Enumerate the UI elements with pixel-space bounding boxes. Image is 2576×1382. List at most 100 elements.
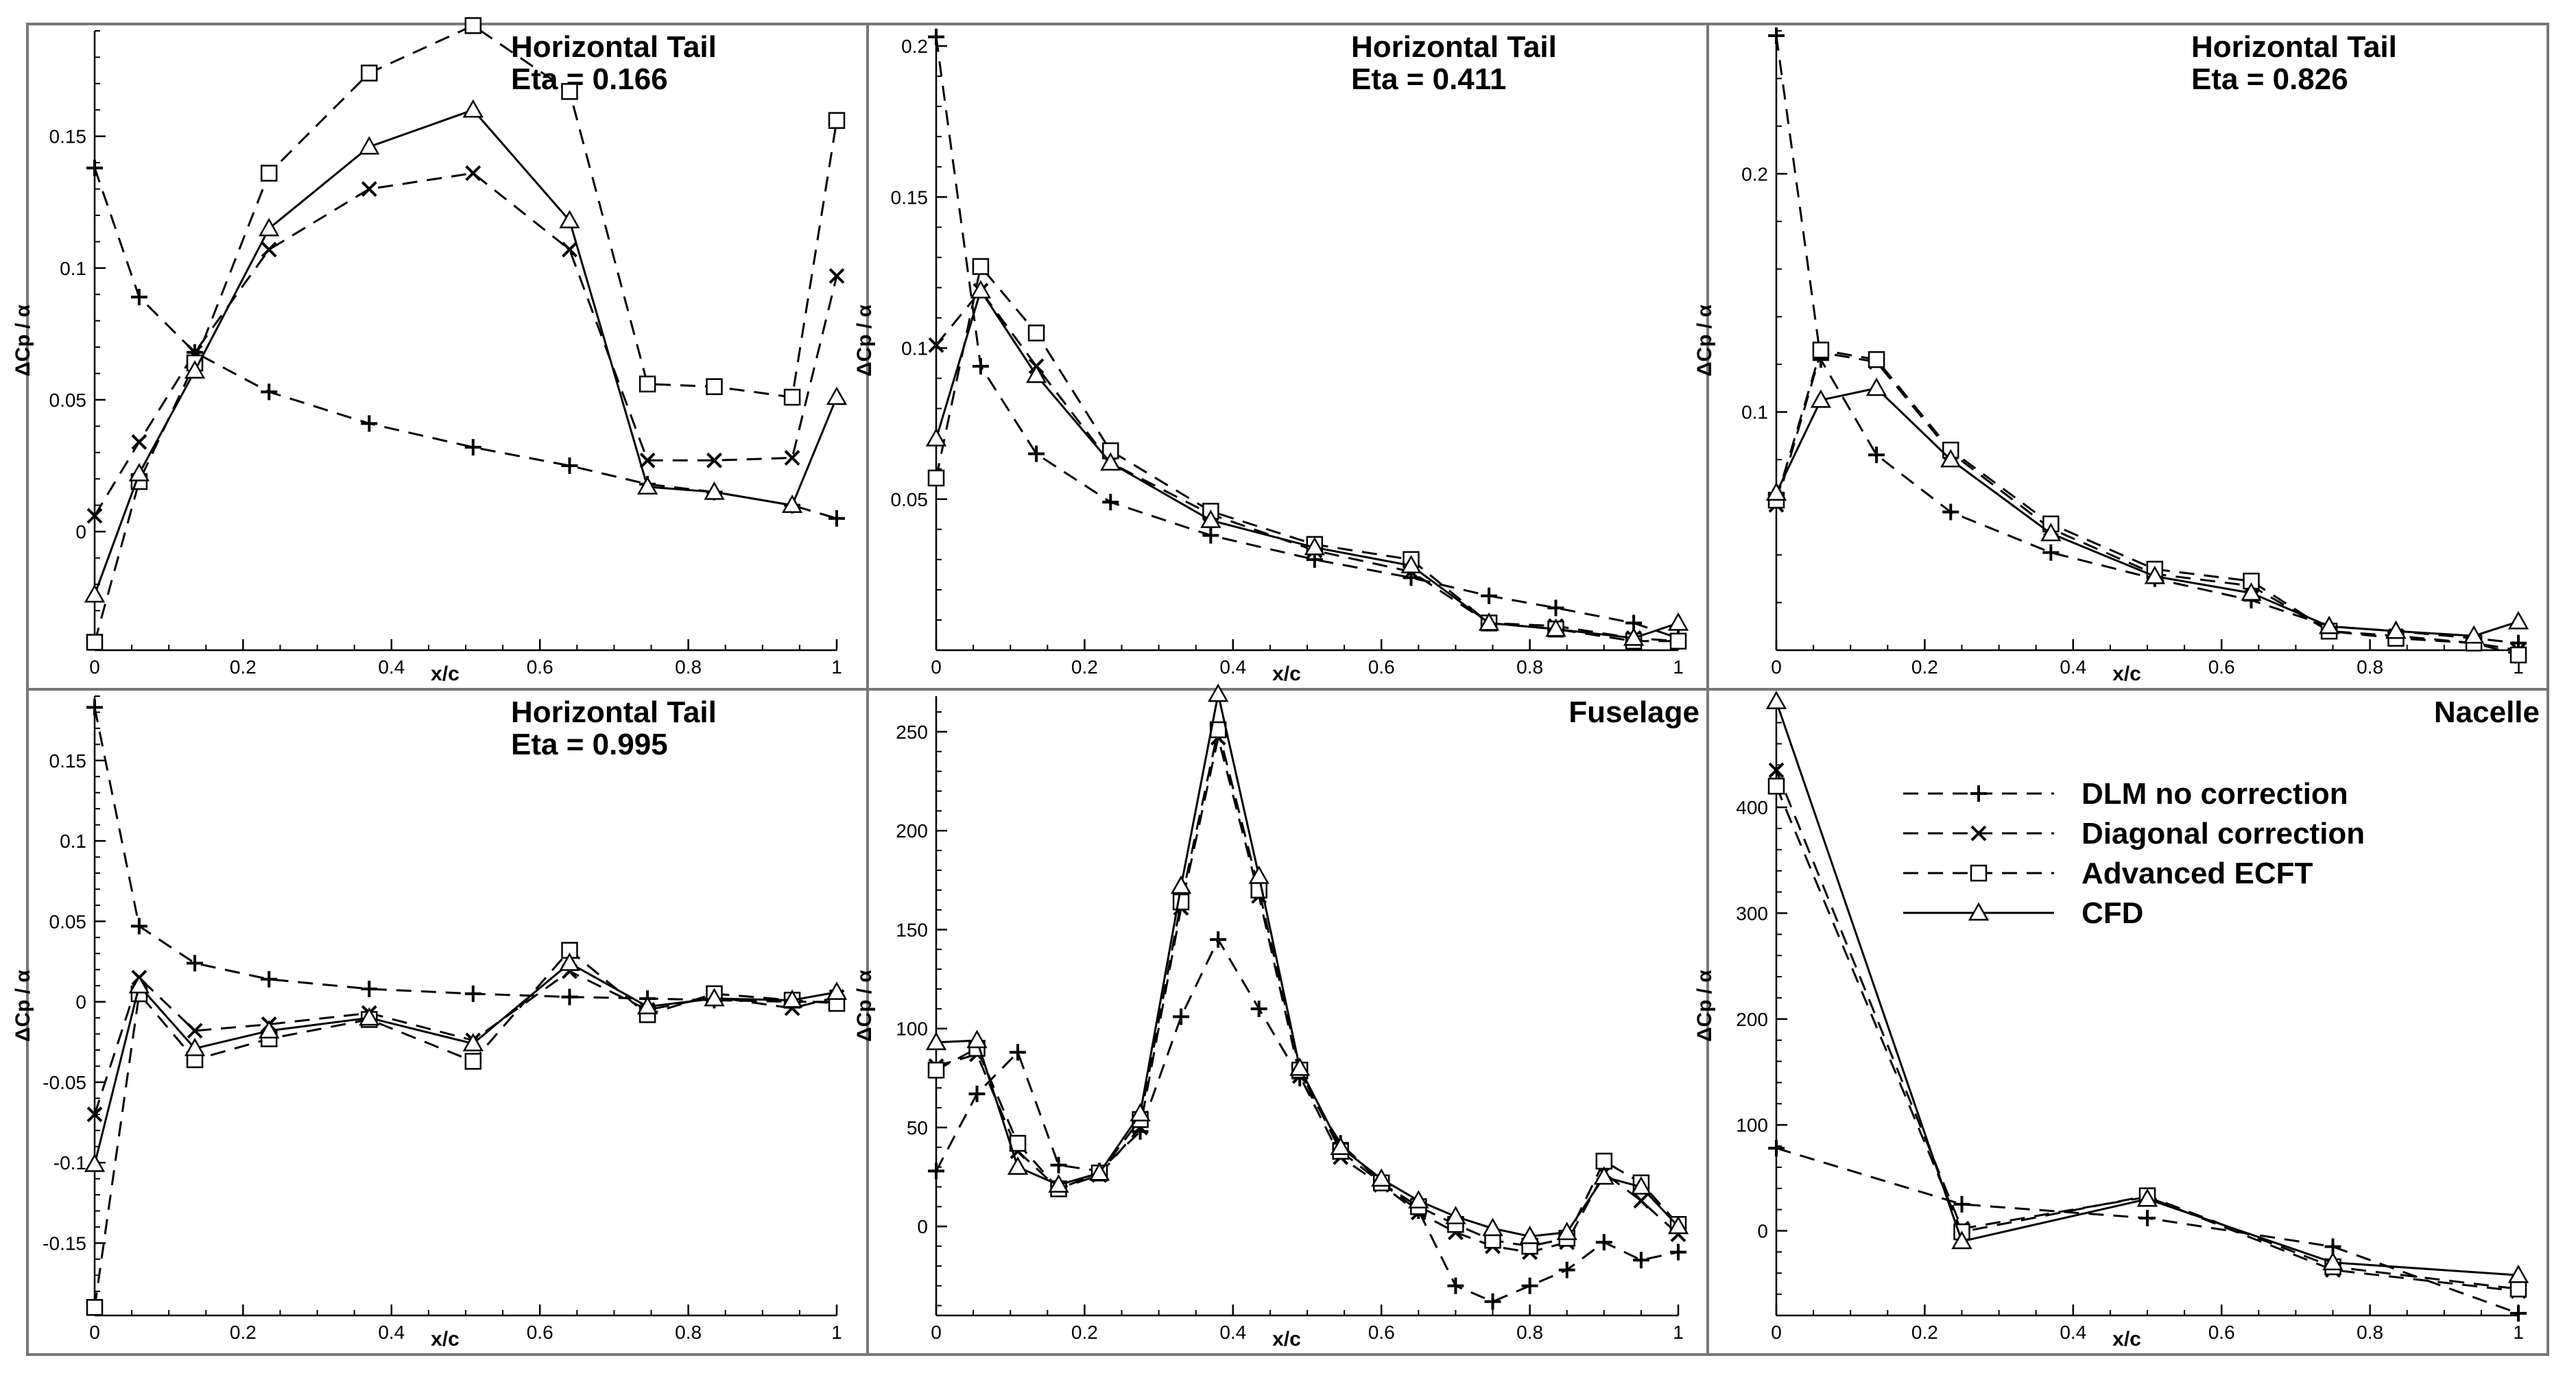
y-tick-label: 0 xyxy=(75,992,86,1013)
data-point xyxy=(261,241,277,258)
panel-title: Nacelle xyxy=(2434,695,2540,729)
series-line xyxy=(93,171,838,516)
data-point xyxy=(1767,777,1785,795)
data-point xyxy=(1447,1277,1464,1294)
y-axis-label: ΔCp / α xyxy=(1693,969,1716,1042)
x-tick-label: 0 xyxy=(931,656,942,678)
data-point xyxy=(972,357,989,374)
legend-label: Diagonal correction xyxy=(2082,817,2365,850)
panel-subtitle: Eta = 0.826 xyxy=(2191,62,2348,96)
data-point xyxy=(1768,1140,1785,1157)
data-point xyxy=(261,970,278,988)
data-point xyxy=(706,452,722,468)
x-tick-label: 0.6 xyxy=(1368,656,1395,678)
data-point xyxy=(259,1020,280,1039)
data-point xyxy=(706,378,723,395)
data-point xyxy=(361,181,377,197)
y-tick-label: 0.05 xyxy=(891,489,929,510)
data-point xyxy=(462,99,484,118)
panel-frame xyxy=(866,23,1709,691)
y-tick-label: -0.1 xyxy=(53,1152,86,1173)
x-axis-label: x/c xyxy=(1272,663,1301,685)
y-tick-label: 300 xyxy=(1736,903,1768,924)
legend-marker xyxy=(1968,902,1990,921)
x-tick-label: 1 xyxy=(1673,656,1684,678)
data-point xyxy=(639,375,656,393)
x-tick-label: 0.8 xyxy=(2357,656,2383,678)
data-point xyxy=(925,428,947,446)
data-point xyxy=(464,439,481,456)
data-point xyxy=(1765,691,1787,709)
data-point xyxy=(1210,931,1227,948)
data-point xyxy=(1521,1277,1538,1294)
data-point xyxy=(2136,1188,2158,1207)
data-point xyxy=(1445,1206,1466,1224)
x-tick-label: 0.6 xyxy=(2208,656,2235,678)
data-point xyxy=(1088,1162,1110,1181)
series-cfd xyxy=(925,683,1689,1244)
data-point xyxy=(1623,627,1645,646)
data-point xyxy=(925,1032,947,1051)
data-point xyxy=(361,415,378,432)
x-tick-label: 0.4 xyxy=(378,1322,405,1343)
data-point xyxy=(1408,1190,1429,1208)
y-tick-label: 0 xyxy=(917,1216,928,1237)
data-point xyxy=(84,1153,106,1172)
data-point xyxy=(184,1038,206,1056)
panel-title: Horizontal Tail xyxy=(511,695,717,729)
data-point xyxy=(928,337,944,353)
y-tick-label: 0.15 xyxy=(49,126,87,147)
y-tick-label: 0.2 xyxy=(901,36,928,57)
x-tick-label: 0.2 xyxy=(1911,1322,1938,1343)
x-tick-label: 0.8 xyxy=(2357,1322,2383,1343)
data-point xyxy=(1810,389,1832,408)
series-cfd xyxy=(1765,691,2529,1283)
x-tick-label: 0.2 xyxy=(1911,656,1938,678)
data-point xyxy=(781,989,803,1008)
data-point xyxy=(927,469,945,487)
y-tick-label: 50 xyxy=(907,1117,928,1139)
legend-label: CFD xyxy=(2082,896,2143,930)
data-point xyxy=(1200,510,1221,528)
data-point xyxy=(561,83,578,100)
y-tick-label: 0.15 xyxy=(49,750,87,772)
data-point xyxy=(1048,1174,1069,1193)
data-point xyxy=(465,165,481,181)
data-point xyxy=(86,634,104,651)
legend-label: DLM no correction xyxy=(2082,777,2348,811)
x-tick-label: 0.2 xyxy=(1071,656,1098,678)
data-point xyxy=(1865,377,1887,396)
data-point xyxy=(1768,762,1785,778)
data-point xyxy=(261,165,278,182)
data-point xyxy=(828,267,845,284)
legend-marker xyxy=(1970,864,1988,882)
data-point xyxy=(2322,1252,2344,1271)
data-point xyxy=(359,136,380,155)
data-point xyxy=(1202,527,1219,544)
data-point xyxy=(86,1106,103,1123)
data-point xyxy=(1248,865,1269,884)
data-point xyxy=(828,112,846,129)
data-point xyxy=(464,1053,482,1070)
y-tick-label: 200 xyxy=(896,820,928,842)
data-point xyxy=(184,360,206,379)
panel-frame xyxy=(1706,23,2549,691)
panel-title: Horizontal Tail xyxy=(2191,30,2397,64)
legend: DLM no correction Diagonal correction Adva… xyxy=(1903,777,2365,930)
data-point xyxy=(464,985,481,1002)
data-point xyxy=(1670,1243,1686,1261)
data-point xyxy=(259,217,280,237)
chart-panel-4: 0 0.2 0.4 0.6 0.8 1 -0.15 -0.1 -0.05 0 0.05 0.1 0.15… xyxy=(12,688,869,1356)
data-point xyxy=(1556,1222,1577,1241)
data-point xyxy=(1669,632,1687,650)
data-point xyxy=(1027,324,1045,342)
x-tick-label: 1 xyxy=(2513,1322,2524,1343)
data-point xyxy=(1289,1057,1311,1076)
data-point xyxy=(2241,582,2262,601)
y-tick-label: 200 xyxy=(1736,1009,1768,1030)
data-point xyxy=(130,918,147,935)
x-axis-label: x/c xyxy=(1272,1328,1301,1350)
x-tick-label: 0.6 xyxy=(2208,1322,2235,1343)
